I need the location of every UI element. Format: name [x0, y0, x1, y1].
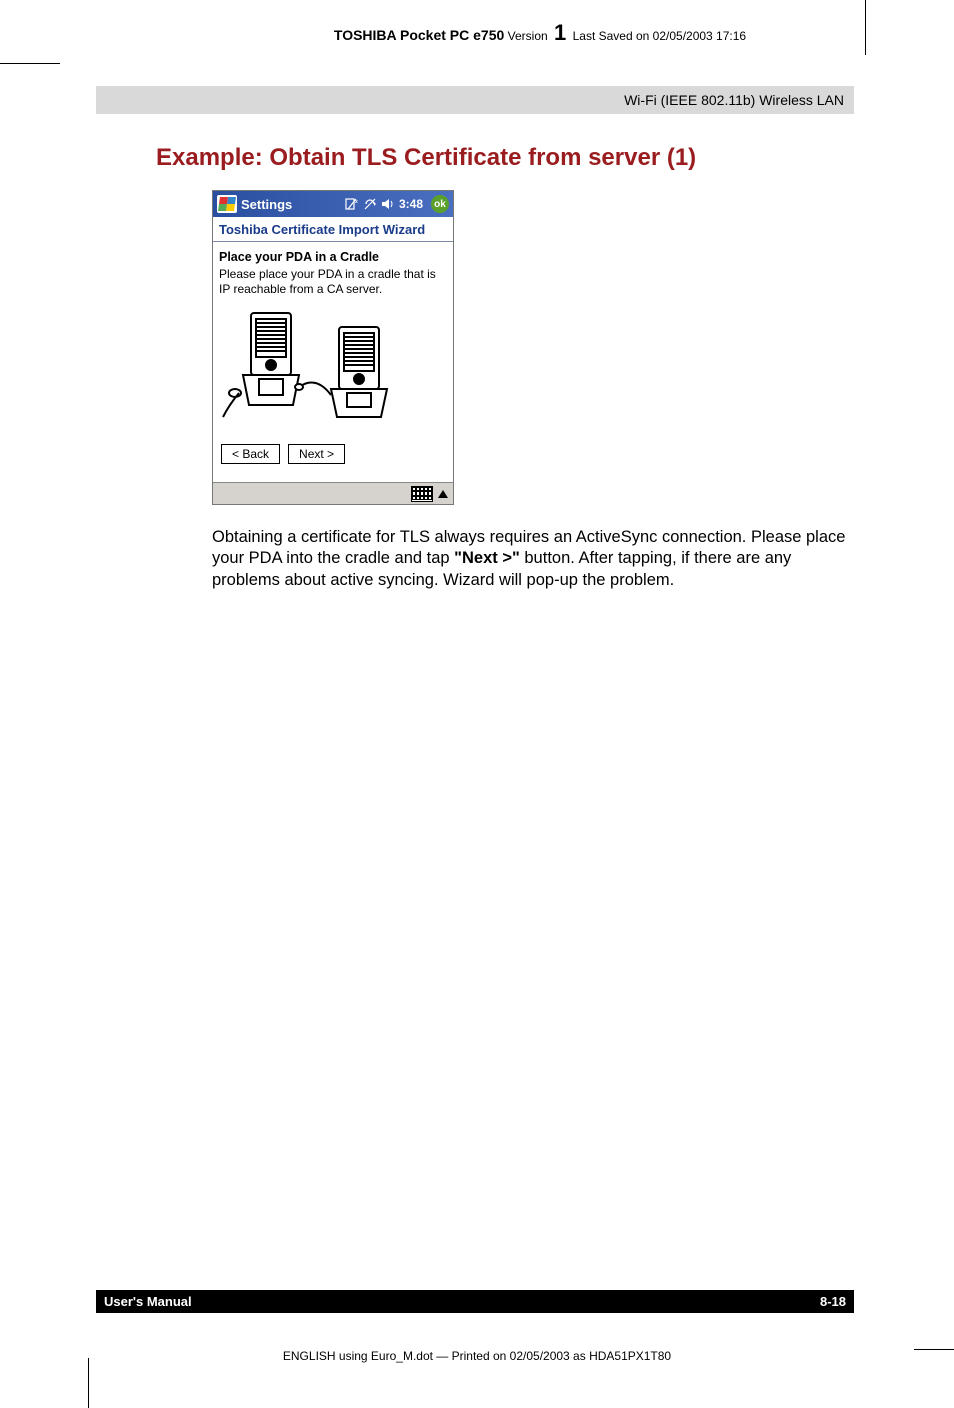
version-label: Version: [508, 29, 548, 43]
crop-mark: [88, 1358, 89, 1408]
next-button[interactable]: Next >: [288, 444, 345, 464]
section-title: Example: Obtain TLS Certificate from ser…: [156, 144, 854, 172]
keyboard-icon[interactable]: [411, 486, 433, 502]
page-content: TOSHIBA Pocket PC e750 Version 1 Last Sa…: [96, 20, 854, 591]
crop-mark: [865, 0, 866, 55]
ppc-heading: Place your PDA in a Cradle: [219, 250, 447, 264]
ppc-body: Place your PDA in a Cradle Please place …: [213, 242, 453, 482]
sync-icon[interactable]: [363, 197, 377, 211]
input-panel-up-icon[interactable]: [438, 490, 448, 498]
ppc-instruction: Please place your PDA in a cradle that i…: [219, 267, 447, 297]
ppc-status-area: x 3:48 ok: [345, 195, 449, 213]
back-button[interactable]: < Back: [221, 444, 280, 464]
footer-left: User's Manual: [104, 1294, 192, 1309]
speaker-icon[interactable]: [381, 197, 395, 211]
ppc-bottombar: [213, 482, 453, 504]
version-number: 1: [554, 20, 566, 45]
footer-right: 8-18: [820, 1294, 846, 1309]
start-flag-icon[interactable]: [217, 195, 237, 213]
body-paragraph: Obtaining a certificate for TLS always r…: [212, 527, 852, 591]
print-info: ENGLISH using Euro_M.dot — Printed on 02…: [0, 1349, 954, 1363]
cradle-illustration: [221, 305, 401, 425]
crop-mark: [0, 63, 60, 64]
main-content: Example: Obtain TLS Certificate from ser…: [156, 144, 854, 591]
connectivity-icon[interactable]: x: [345, 197, 359, 211]
ppc-button-row: < Back Next >: [221, 444, 447, 464]
footer-bar: User's Manual 8-18: [96, 1290, 854, 1313]
chapter-label: Wi-Fi (IEEE 802.11b) Wireless LAN: [96, 86, 854, 114]
page-header: TOSHIBA Pocket PC e750 Version 1 Last Sa…: [96, 20, 854, 46]
product-name: TOSHIBA Pocket PC e750: [334, 27, 504, 43]
clock-time[interactable]: 3:48: [399, 197, 423, 211]
last-saved: Last Saved on 02/05/2003 17:16: [573, 29, 746, 43]
pocketpc-screenshot: Settings x 3: [212, 190, 454, 505]
para-bold: "Next >": [454, 549, 520, 567]
svg-text:x: x: [355, 199, 358, 205]
ok-button[interactable]: ok: [431, 195, 449, 213]
ppc-app-title: Toshiba Certificate Import Wizard: [213, 217, 453, 242]
ppc-titlebar: Settings x 3: [213, 191, 453, 217]
ppc-title: Settings: [241, 197, 345, 212]
